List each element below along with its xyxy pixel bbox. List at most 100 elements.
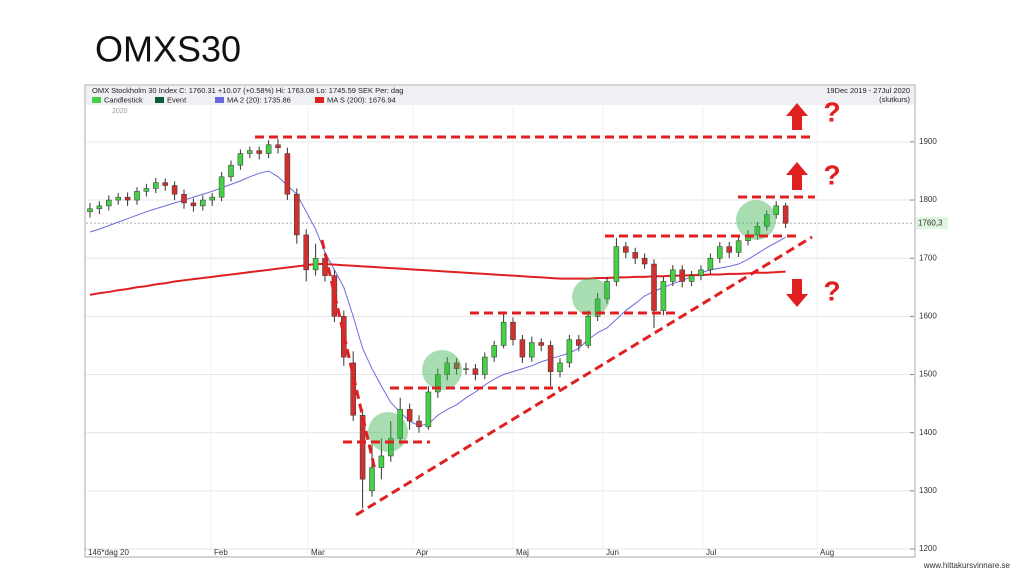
y-tick-label: 1700 bbox=[919, 253, 937, 262]
x-tick-label: Jun bbox=[606, 548, 619, 557]
candle-body bbox=[369, 467, 375, 492]
candle-body bbox=[171, 185, 178, 195]
candle-body bbox=[754, 225, 761, 236]
candle-body bbox=[735, 240, 742, 253]
candle-body bbox=[698, 269, 704, 276]
candle-body bbox=[106, 199, 112, 207]
candle-body bbox=[604, 281, 610, 300]
candle-body bbox=[764, 214, 770, 227]
y-tick-label: 1800 bbox=[919, 195, 937, 204]
legend-swatch bbox=[92, 97, 101, 103]
y-tick-label: 1500 bbox=[919, 370, 937, 379]
candle-body bbox=[388, 438, 394, 457]
candle-body bbox=[482, 356, 488, 375]
candle-body bbox=[773, 205, 779, 215]
candle-body bbox=[472, 368, 479, 375]
legend-swatch bbox=[215, 97, 224, 103]
question-mark: ? bbox=[823, 96, 840, 127]
candle-body bbox=[444, 362, 450, 375]
highlight bbox=[368, 412, 408, 452]
highlight bbox=[572, 278, 610, 316]
candle-body bbox=[200, 199, 206, 207]
candle-body bbox=[425, 391, 432, 428]
highlight bbox=[736, 200, 776, 240]
candle-body bbox=[134, 191, 140, 201]
trend-line bbox=[355, 235, 813, 517]
candle-body bbox=[115, 196, 121, 201]
candle-body bbox=[566, 339, 573, 364]
candle-body bbox=[312, 257, 319, 271]
y-tick-label: 1400 bbox=[919, 428, 937, 437]
x-tick-label: Aug bbox=[820, 548, 834, 557]
legend-label: MA 2 (20): 1735.86 bbox=[227, 95, 291, 104]
x-tick-label: Maj bbox=[516, 548, 529, 557]
header-info: OMX Stockholm 30 Index C: 1760.31 +10.07… bbox=[92, 86, 403, 95]
candle-body bbox=[632, 252, 638, 259]
candle-body bbox=[538, 342, 544, 346]
candle-body bbox=[557, 362, 563, 372]
candle-body bbox=[660, 281, 667, 311]
chart-frame bbox=[84, 84, 916, 558]
plot: 1200 1300 1400 1500 1600 1700 1800 1900 146*dag … bbox=[86, 107, 948, 557]
y-tick-label: 1600 bbox=[919, 311, 937, 320]
candle-body bbox=[594, 298, 601, 317]
candle-body bbox=[707, 257, 714, 271]
candle-body bbox=[782, 205, 789, 224]
annotations: ? ? ? bbox=[255, 96, 841, 517]
arrow-up bbox=[786, 103, 808, 130]
candle-body bbox=[547, 345, 554, 372]
legend-label: Candlestick bbox=[104, 95, 143, 104]
x-tick-label: 146*dag 20 bbox=[88, 548, 129, 557]
candle-body bbox=[688, 275, 695, 282]
question-mark: ? bbox=[823, 159, 840, 190]
x-tick-label: Feb bbox=[214, 548, 228, 557]
candle-body bbox=[613, 246, 620, 282]
candle-body bbox=[153, 182, 159, 189]
candle-body bbox=[651, 263, 657, 311]
candle-body bbox=[359, 414, 366, 480]
legend-label: Event bbox=[167, 95, 187, 104]
legend-swatch bbox=[155, 97, 164, 103]
candle-body bbox=[256, 150, 262, 154]
candle-body bbox=[275, 144, 281, 148]
candle-body bbox=[350, 362, 356, 416]
ma-line bbox=[89, 170, 786, 427]
candle-body bbox=[190, 202, 197, 207]
period: 19Dec 2019 - 27Jul 2020 bbox=[826, 86, 910, 95]
candle-body bbox=[717, 246, 723, 259]
candle-body bbox=[623, 246, 629, 253]
candle-body bbox=[726, 246, 732, 253]
candle-body bbox=[303, 234, 309, 271]
x-tick-label: Apr bbox=[416, 548, 429, 557]
candle-body bbox=[284, 153, 291, 195]
candle-body bbox=[529, 342, 535, 358]
candle-body bbox=[576, 339, 582, 346]
candle-body bbox=[670, 269, 676, 282]
arrow-up bbox=[786, 162, 808, 190]
candle-body bbox=[218, 176, 225, 198]
y-tick-label: 1300 bbox=[919, 486, 937, 495]
candle-body bbox=[397, 409, 403, 439]
slide-title: OMXS30 bbox=[95, 29, 241, 70]
candle-body bbox=[162, 182, 168, 186]
candle-body bbox=[247, 150, 253, 154]
candle-body bbox=[406, 409, 413, 422]
candle-body bbox=[453, 362, 460, 369]
candle-body bbox=[510, 321, 516, 340]
trend-line bbox=[320, 239, 377, 471]
candle-body bbox=[228, 164, 234, 178]
highlight bbox=[422, 350, 462, 390]
candle-body bbox=[87, 208, 93, 212]
candle-body bbox=[96, 205, 103, 210]
candle-body bbox=[585, 316, 591, 346]
last-price-label: 1760,3 bbox=[918, 218, 943, 227]
x-tick-label: Jul bbox=[706, 548, 716, 557]
candle-body bbox=[294, 193, 300, 236]
question-mark: ? bbox=[823, 275, 840, 306]
candle-body bbox=[463, 368, 469, 370]
candle-body bbox=[491, 345, 497, 358]
candle-body bbox=[416, 420, 422, 428]
x-tick-label: Mar bbox=[311, 548, 325, 557]
price-type: (slutkurs) bbox=[879, 95, 910, 104]
